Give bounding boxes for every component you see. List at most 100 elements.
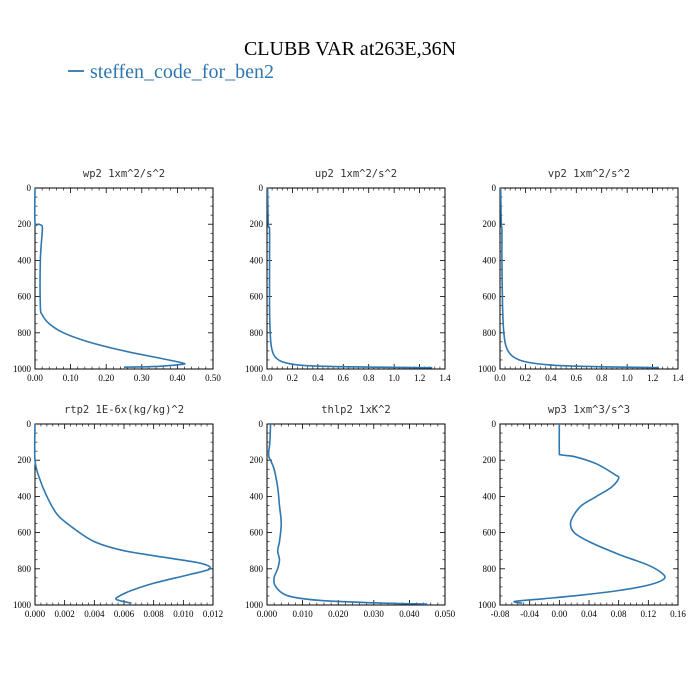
y-tick-label: 200 <box>250 219 264 229</box>
series-line <box>33 423 212 604</box>
panel-4: rtp2 1E-6x(kg/kg)^2 0.000 0.002 0.004 0.006 0… <box>13 404 223 619</box>
x-tick-label: 0.00 <box>551 609 567 619</box>
plot-frame <box>34 187 214 370</box>
series-line <box>513 423 666 604</box>
x-tick-label: 1.2 <box>414 373 425 383</box>
y-tick-label: 0 <box>27 419 32 429</box>
x-tick-label: 0.006 <box>114 609 135 619</box>
y-tick-label: 0 <box>259 183 264 193</box>
x-tick-label: 0.8 <box>596 373 608 383</box>
y-tick-label: 0 <box>492 419 497 429</box>
series-line <box>267 423 428 605</box>
x-tick-label: -0.04 <box>520 609 539 619</box>
panel-3: vp2 1xm^2/s^2 0.0 0.2 0.4 0.6 0.8 1.0 1.2 1.4 0 20… <box>478 168 684 383</box>
x-tick-label: 1.0 <box>622 373 634 383</box>
y-tick-label: 200 <box>18 455 32 465</box>
panel-6: wp3 1xm^3/s^3 -0.08 -0.04 0.00 0.04 0.08 0.12 0… <box>478 404 686 619</box>
panel-title: vp2 1xm^2/s^2 <box>548 168 630 180</box>
x-tick-label: 0.010 <box>292 609 313 619</box>
series-line <box>266 187 433 369</box>
panel-title: up2 1xm^2/s^2 <box>315 168 397 180</box>
plot-frame <box>34 423 214 606</box>
x-tick-label: 0.6 <box>571 373 583 383</box>
y-tick-label: 200 <box>483 219 497 229</box>
x-tick-label: 0.6 <box>338 373 350 383</box>
x-tick-label: 0.16 <box>670 609 686 619</box>
y-tick-label: 400 <box>483 491 497 501</box>
x-tick-label: 0.050 <box>435 609 456 619</box>
y-tick-label: 400 <box>483 255 497 265</box>
x-tick-label: -0.08 <box>491 609 510 619</box>
y-tick-label: 200 <box>483 455 497 465</box>
x-tick-label: 0.000 <box>25 609 46 619</box>
x-tick-label: 1.2 <box>647 373 658 383</box>
panel-2: up2 1xm^2/s^2 0.0 0.2 0.4 0.6 0.8 1.0 1.2 1.4 0 20… <box>245 168 451 383</box>
plot-frame <box>266 423 446 606</box>
x-tick-label: 1.4 <box>672 373 684 383</box>
plot-frame <box>499 187 679 370</box>
plot-frame <box>499 423 679 606</box>
x-tick-label: 0.40 <box>170 373 186 383</box>
x-tick-label: 0.50 <box>205 373 221 383</box>
y-tick-label: 0 <box>492 183 497 193</box>
x-tick-label: 0.012 <box>203 609 223 619</box>
x-tick-label: 0.08 <box>611 609 627 619</box>
x-tick-label: 0.020 <box>328 609 349 619</box>
y-tick-label: 0 <box>259 419 264 429</box>
y-tick-label: 1000 <box>245 364 264 374</box>
x-tick-label: 1.0 <box>389 373 401 383</box>
x-tick-label: 0.004 <box>84 609 105 619</box>
x-tick-label: 0.008 <box>144 609 165 619</box>
y-tick-label: 400 <box>250 491 264 501</box>
x-tick-label: 0.0 <box>494 373 506 383</box>
x-tick-label: 0.4 <box>545 373 557 383</box>
x-tick-label: 0.002 <box>55 609 75 619</box>
y-tick-label: 800 <box>483 328 497 338</box>
y-tick-label: 800 <box>250 564 264 574</box>
y-tick-label: 800 <box>250 328 264 338</box>
x-tick-label: 0.040 <box>399 609 420 619</box>
y-tick-label: 1000 <box>13 600 32 610</box>
y-tick-label: 1000 <box>478 600 497 610</box>
series-line <box>33 187 186 368</box>
x-tick-label: 0.12 <box>640 609 656 619</box>
y-tick-label: 1000 <box>245 600 264 610</box>
y-tick-label: 200 <box>18 219 32 229</box>
y-tick-label: 400 <box>18 491 32 501</box>
y-tick-label: 200 <box>250 455 264 465</box>
x-tick-label: 0.8 <box>363 373 375 383</box>
x-tick-label: 0.04 <box>581 609 597 619</box>
x-tick-label: 0.4 <box>312 373 324 383</box>
y-tick-label: 400 <box>18 255 32 265</box>
x-tick-label: 0.0 <box>261 373 273 383</box>
y-tick-label: 1000 <box>13 364 32 374</box>
panel-5: thlp2 1xK^2 0.000 0.010 0.020 0.030 0.040 0.05… <box>245 404 456 619</box>
y-tick-label: 600 <box>18 528 32 538</box>
x-tick-label: 0.20 <box>98 373 114 383</box>
x-tick-label: 0.030 <box>364 609 385 619</box>
panel-title: rtp2 1E-6x(kg/kg)^2 <box>64 404 184 416</box>
panel-title: wp3 1xm^3/s^3 <box>548 404 630 416</box>
x-tick-label: 0.00 <box>27 373 43 383</box>
panel-1: wp2 1xm^2/s^2 0.00 0.10 0.20 0.30 0.40 0.50 0 20… <box>13 168 221 383</box>
plot-frame <box>266 187 446 370</box>
x-tick-label: 0.2 <box>287 373 298 383</box>
legend-label: steffen_code_for_ben2 <box>90 61 274 83</box>
y-tick-label: 0 <box>27 183 32 193</box>
panel-title: thlp2 1xK^2 <box>321 404 391 416</box>
series-line <box>499 187 659 369</box>
y-tick-label: 600 <box>18 292 32 302</box>
y-tick-label: 400 <box>250 255 264 265</box>
x-tick-label: 0.2 <box>520 373 531 383</box>
y-tick-label: 600 <box>483 292 497 302</box>
y-tick-label: 800 <box>18 564 32 574</box>
y-tick-label: 600 <box>483 528 497 538</box>
x-tick-label: 0.10 <box>63 373 79 383</box>
x-tick-label: 1.4 <box>439 373 451 383</box>
y-tick-label: 1000 <box>478 364 497 374</box>
x-tick-label: 0.000 <box>257 609 278 619</box>
legend: steffen_code_for_ben2 <box>68 61 274 83</box>
x-tick-label: 0.30 <box>134 373 150 383</box>
figure-title: CLUBB VAR at263E,36N <box>244 38 456 60</box>
